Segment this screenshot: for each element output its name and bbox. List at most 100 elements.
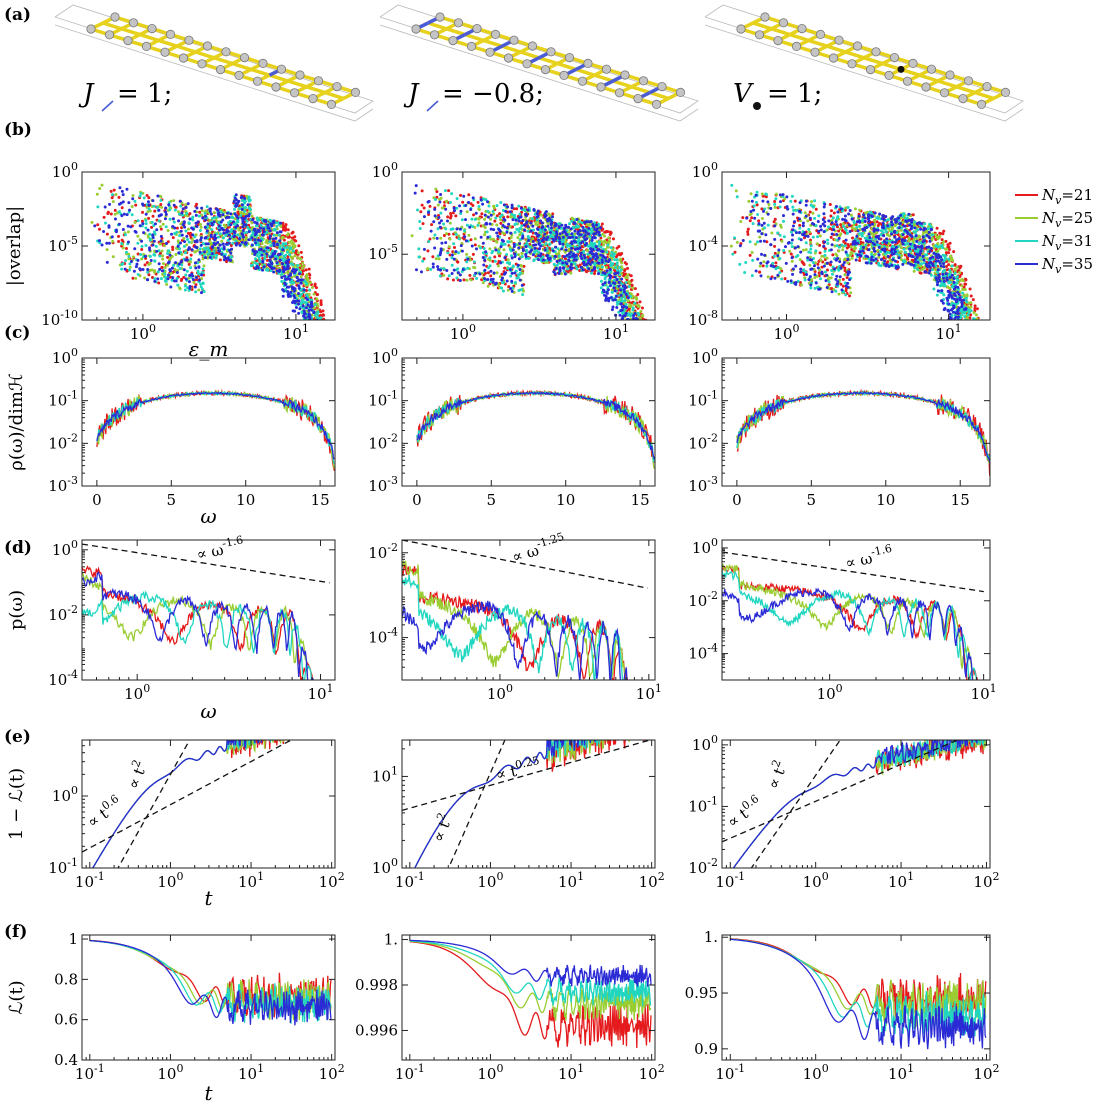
scatter-point: [211, 246, 215, 250]
scatter-point: [187, 280, 191, 284]
scatter-point: [272, 243, 276, 247]
scatter-point: [562, 264, 566, 268]
scatter-point: [240, 240, 244, 244]
scatter-point: [467, 233, 471, 237]
scatter-point: [321, 330, 324, 333]
scatter-point: [319, 349, 322, 352]
scatter-point: [627, 342, 630, 345]
scatter-point: [323, 370, 326, 373]
scatter-point: [324, 339, 327, 342]
scatter-point: [146, 278, 150, 282]
scatter-point: [639, 330, 642, 333]
scatter-point: [555, 227, 559, 231]
scatter-point: [320, 365, 323, 368]
scatter-point: [213, 235, 217, 239]
scatter-point: [493, 255, 497, 259]
scatter-point: [558, 232, 562, 236]
scatter-point: [328, 376, 331, 379]
scatter-point: [187, 221, 191, 225]
scatter-point: [498, 254, 502, 258]
scatter-point: [312, 337, 315, 340]
scatter-point: [307, 341, 310, 344]
lattice-site: [945, 70, 955, 80]
scatter-point: [308, 342, 311, 345]
lattice-site: [546, 47, 556, 57]
scatter-point: [263, 257, 267, 261]
scatter-point: [324, 363, 327, 366]
scatter-point: [626, 337, 629, 340]
scatter-point: [168, 253, 172, 257]
scatter-point: [311, 336, 314, 339]
scatter-point: [274, 257, 278, 261]
scatter-point: [578, 263, 582, 267]
scatter-point: [566, 225, 570, 229]
scatter-point: [517, 253, 521, 257]
lattice-site: [160, 47, 170, 57]
scatter-point: [314, 322, 317, 325]
scatter-point: [195, 206, 199, 210]
scatter-point: [183, 240, 187, 244]
scatter-point: [582, 253, 586, 257]
scatter-point: [639, 350, 642, 353]
scatter-point: [588, 235, 592, 239]
scatter-point: [131, 197, 135, 201]
scatter-point: [113, 212, 117, 216]
scatter-point: [222, 258, 226, 262]
scatter-point: [322, 354, 325, 357]
scatter-point: [323, 340, 326, 343]
scatter-point: [168, 208, 172, 212]
scatter-point: [205, 210, 209, 214]
scatter-point: [325, 372, 328, 375]
scatter-point: [209, 212, 213, 216]
lattice-site: [221, 47, 231, 57]
scatter-point: [471, 225, 475, 229]
scatter-point: [328, 348, 331, 351]
lattice-label-value: = 1;: [767, 79, 822, 109]
scatter-point: [194, 275, 198, 279]
scatter-point: [329, 364, 332, 367]
scatter-point: [635, 334, 638, 337]
lattice-site: [601, 64, 612, 74]
scatter-point: [324, 378, 327, 381]
lattice-box: [704, 24, 1024, 122]
scatter-point: [647, 351, 650, 354]
scatter-point: [585, 220, 589, 224]
scatter-point: [326, 369, 329, 372]
scatter-point: [157, 208, 161, 212]
scatter-point: [626, 273, 630, 277]
scatter-point: [283, 274, 287, 278]
scatter-point: [636, 330, 639, 333]
scatter-point: [187, 246, 191, 250]
scatter-point: [634, 345, 637, 348]
scatter-point: [455, 276, 459, 280]
scatter-point: [177, 251, 181, 255]
scatter-point: [273, 254, 277, 258]
scatter-point: [216, 246, 220, 250]
scatter-point: [200, 206, 204, 210]
scatter-point: [626, 312, 630, 316]
scatter-point: [476, 223, 480, 227]
scatter-point: [243, 242, 247, 246]
scatter-point: [570, 246, 574, 250]
scatter-point: [202, 264, 206, 268]
scatter-point: [185, 243, 189, 247]
lattice-site: [165, 29, 176, 40]
scatter-point: [304, 296, 308, 300]
scatter-point: [510, 203, 514, 207]
scatter-point: [501, 208, 505, 212]
lattice-bond: [649, 90, 670, 101]
scatter-point: [638, 368, 641, 371]
scatter-point: [114, 192, 118, 196]
scatter-point: [199, 238, 203, 242]
scatter-point: [613, 275, 617, 279]
scatter-point: [506, 258, 510, 262]
scatter-point: [317, 349, 320, 352]
scatter-point: [505, 253, 509, 257]
scatter-point: [216, 208, 220, 212]
scatter-point: [647, 370, 650, 373]
scatter-point: [638, 344, 641, 347]
lattice-site: [908, 58, 918, 69]
scatter-point: [537, 247, 541, 251]
scatter-point: [163, 272, 167, 276]
scatter-point: [95, 192, 99, 196]
